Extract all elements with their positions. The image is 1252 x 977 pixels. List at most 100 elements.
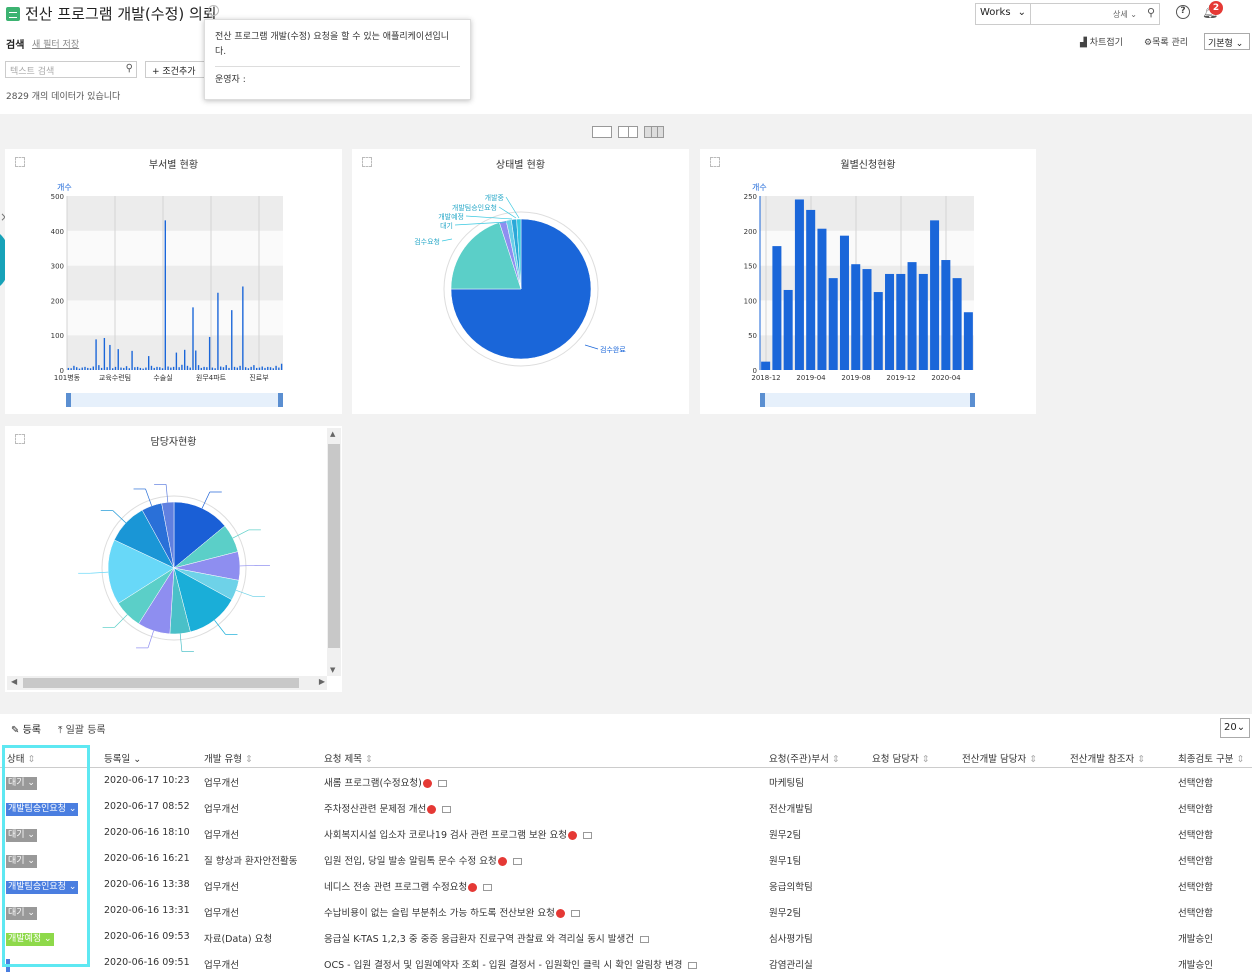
- layout-2col-button[interactable]: [618, 126, 638, 138]
- cell-title[interactable]: OCS - 입원 결정서 및 입원예약자 조회 - 입원 결정서 - 입원확인 …: [324, 957, 698, 971]
- pie-slice: [161, 501, 175, 569]
- document-icon[interactable]: [483, 884, 493, 891]
- bar: [885, 273, 895, 370]
- scroll-up-icon[interactable]: ▲: [330, 430, 336, 438]
- bar: [76, 367, 78, 370]
- page-title: 전산 프로그램 개발(수정) 의뢰: [25, 5, 217, 23]
- works-select[interactable]: Works ⌄: [975, 3, 1031, 25]
- new-badge-icon: [555, 909, 565, 918]
- add-condition-button[interactable]: + 조건추가: [145, 61, 207, 78]
- table-row[interactable]: 대기 ⌄ 2020-06-16 18:10 업무개선 사회복지시설 입소자 코로나19…: [0, 827, 1252, 847]
- cell-title[interactable]: 사회복지시설 입소자 코로나19 검사 관련 프로그램 보완 요청: [324, 827, 592, 841]
- status-badge[interactable]: 대기 ⌄: [6, 855, 37, 868]
- bar: [247, 368, 250, 370]
- range-slider[interactable]: [67, 393, 283, 407]
- col-header-type[interactable]: 개발 유형 ⇕: [204, 754, 253, 765]
- info-icon[interactable]: i: [208, 5, 219, 16]
- layout-1col-button[interactable]: [592, 126, 612, 138]
- document-icon[interactable]: [570, 910, 580, 917]
- expand-icon[interactable]: [710, 157, 720, 167]
- cell-title[interactable]: 주차정산관련 문제점 개선: [324, 801, 452, 815]
- status-badge[interactable]: 대기 ⌄: [6, 777, 37, 790]
- bar: [761, 361, 771, 370]
- cell-title[interactable]: 수납비용이 없는 슬립 부분취소 가능 하도록 전산보완 요청: [324, 905, 580, 919]
- chart-card-dept: 부서별 현황 개수 0 100 200 300 400 500 101병동 교육수련팀 수술실…: [5, 149, 342, 414]
- document-icon[interactable]: [437, 780, 447, 787]
- document-icon[interactable]: [442, 806, 452, 813]
- table-row[interactable]: 대기 ⌄ 2020-06-16 13:31 업무개선 수납비용이 없는 슬립 부분취소…: [0, 905, 1252, 925]
- status-badge[interactable]: 대기 ⌄: [6, 907, 37, 920]
- chart-fold-button[interactable]: ▟ 차트접기: [1080, 38, 1123, 48]
- cell-type: 업무개선: [204, 830, 239, 841]
- col-header-status[interactable]: 상태 ⇕: [7, 754, 36, 765]
- col-header-requester[interactable]: 요청 담당자 ⇕: [872, 754, 930, 765]
- bar: [131, 350, 133, 370]
- leader-line: [465, 215, 513, 220]
- status-badge[interactable]: 개발팀승인요청 ⌄: [6, 881, 79, 894]
- document-icon[interactable]: [583, 832, 592, 839]
- bar: [175, 352, 178, 370]
- status-badge[interactable]: 개발팀승인요청 ⌄: [6, 803, 79, 816]
- layout-3col-button[interactable]: [644, 126, 664, 138]
- bar: [253, 365, 255, 370]
- cell-title[interactable]: 응급실 K-TAS 1,2,3 중 중증 응급환자 진료구역 관찰료 와 격리실…: [324, 931, 650, 945]
- bar: [134, 367, 136, 370]
- cell-title[interactable]: 새롬 프로그램(수정요청): [324, 775, 447, 789]
- cell-title[interactable]: 입원 전입, 당일 발송 알림톡 문수 수정 요청: [324, 853, 522, 867]
- expand-icon[interactable]: [362, 157, 372, 167]
- vertical-scrollbar[interactable]: ▲ ▼: [327, 428, 341, 676]
- status-badge[interactable]: 대기 ⌄: [6, 829, 37, 842]
- col-header-review[interactable]: 최종검토 구분 ⇕: [1178, 754, 1245, 765]
- col-header-developer[interactable]: 전산개발 담당자 ⇕: [962, 754, 1038, 765]
- upload-icon: ⤒: [58, 725, 63, 736]
- document-icon[interactable]: [512, 858, 522, 865]
- y-tick-label: 0: [753, 367, 757, 375]
- bar: [222, 367, 225, 370]
- range-slider[interactable]: [762, 393, 974, 407]
- list-manage-button[interactable]: ⚙목록 관리: [1144, 38, 1189, 48]
- range-handle-left[interactable]: [760, 393, 765, 407]
- help-icon[interactable]: ?: [1176, 5, 1190, 19]
- range-handle-left[interactable]: [66, 393, 71, 407]
- bar: [783, 289, 793, 370]
- col-header-title[interactable]: 요청 제목 ⇕: [324, 754, 373, 765]
- cell-type: 업무개선: [204, 960, 239, 971]
- range-handle-right[interactable]: [278, 393, 283, 407]
- view-select[interactable]: 기본형 ⌄: [1204, 33, 1250, 50]
- bar: [128, 368, 130, 370]
- table-row[interactable]: 개발팀승인요청 ⌄ 2020-06-17 08:52 업무개선 주차정산관련 문제점 …: [0, 801, 1252, 821]
- text-search-input[interactable]: 텍스트 검색 ⚲: [5, 61, 137, 78]
- grid-band: [67, 265, 283, 301]
- horizontal-scrollbar[interactable]: ◀ ▶: [7, 676, 327, 690]
- scroll-right-icon[interactable]: ▶: [318, 677, 325, 686]
- document-icon[interactable]: [640, 936, 650, 943]
- table-row[interactable]: 대기 ⌄ 2020-06-16 16:21 질 향상과 환자안전활동 입원 전입, 당…: [0, 853, 1252, 873]
- y-unit-label: 개수: [752, 182, 767, 192]
- register-button[interactable]: ✎ 등록: [11, 725, 41, 736]
- status-badge[interactable]: 개발예정 ⌄: [6, 933, 54, 946]
- bulk-register-button[interactable]: ⤒ 일괄 등록: [58, 725, 106, 736]
- search-detail-toggle[interactable]: 상세 ⌄: [1113, 10, 1137, 19]
- expand-icon[interactable]: [15, 434, 25, 444]
- page-size-select[interactable]: 20⌄: [1220, 718, 1250, 738]
- col-header-reference[interactable]: 전산개발 참조자 ⇕: [1070, 754, 1146, 765]
- slice-label: 개발예정: [438, 212, 464, 221]
- col-header-dept[interactable]: 요청(주관)부서 ⇕: [769, 754, 840, 765]
- scrollbar-thumb[interactable]: [328, 444, 340, 648]
- search-icon[interactable]: ⚲: [1146, 6, 1155, 19]
- range-handle-right[interactable]: [970, 393, 975, 407]
- col-header-date[interactable]: 등록일 ⌄: [104, 754, 142, 765]
- grid-band: [67, 196, 283, 231]
- cell-title[interactable]: 네디스 전송 관련 프로그램 수정요청: [324, 879, 493, 893]
- table-row[interactable]: 개발팀승인요청 ⌄ 2020-06-16 13:38 업무개선 네디스 전송 관련 프…: [0, 879, 1252, 899]
- save-filter-link[interactable]: 새 필터 저장: [32, 40, 80, 50]
- table-row[interactable]: 개발예정 ⌄ 2020-06-16 09:53 자료(Data) 요청 응급실 K-T…: [0, 931, 1252, 951]
- scrollbar-thumb[interactable]: [23, 678, 299, 688]
- global-search-input[interactable]: 상세 ⌄ ⚲: [1031, 3, 1160, 25]
- scroll-down-icon[interactable]: ▼: [330, 666, 336, 674]
- expand-icon[interactable]: [15, 157, 25, 167]
- table-row[interactable]: 대기 ⌄ 2020-06-17 10:23 업무개선 새롬 프로그램(수정요청) 마케팅…: [0, 775, 1252, 795]
- leader-line: [147, 630, 154, 648]
- scroll-left-icon[interactable]: ◀: [11, 677, 18, 686]
- table-row[interactable]: 2020-06-16 09:51 업무개선 OCS - 입원 결정서 및 입원예약자…: [0, 957, 1252, 977]
